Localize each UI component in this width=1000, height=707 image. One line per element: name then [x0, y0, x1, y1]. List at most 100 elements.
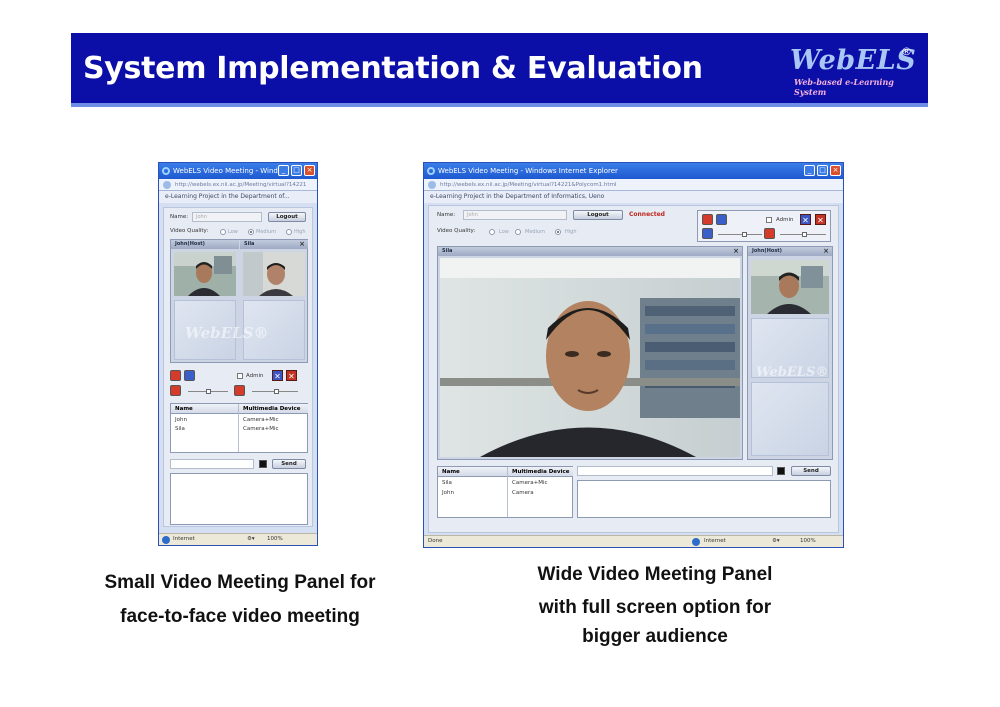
text-color-picker[interactable]	[777, 467, 785, 475]
mic-volume-slider[interactable]	[718, 232, 762, 237]
slider-knob[interactable]	[742, 232, 747, 237]
logo-tagline: Web-based e-Learning System	[794, 77, 894, 97]
logo-name: WebELS	[790, 45, 917, 76]
quality-low-label: Low	[228, 229, 238, 235]
speaker-icon[interactable]	[716, 214, 727, 225]
small-meeting-window: WebELS Video Meeting - Windo... _ □ × ht…	[158, 162, 318, 546]
close-panel-icon[interactable]: ×	[733, 247, 739, 255]
chat-input[interactable]	[170, 459, 254, 469]
page-icon	[163, 181, 171, 189]
small-app-title: e-Learning Project in the Department of.…	[159, 191, 317, 203]
quality-medium-label: Medium	[525, 229, 545, 235]
slider-knob[interactable]	[206, 389, 211, 394]
quality-low-radio[interactable]	[489, 229, 495, 235]
quality-low-label: Low	[499, 229, 509, 235]
maximize-button[interactable]: □	[817, 165, 828, 176]
send-button[interactable]: Send	[791, 466, 831, 476]
chat-log	[577, 480, 831, 518]
close-panel-icon[interactable]: ×	[299, 240, 305, 248]
wide-app-body: Name: John Logout Connected Video Qualit…	[428, 205, 839, 533]
small-window-titlebar: WebELS Video Meeting - Windo... _ □ ×	[159, 163, 317, 179]
slider-knob[interactable]	[802, 232, 807, 237]
host-video-feed	[751, 260, 829, 314]
table-cell: Camera	[512, 490, 534, 496]
minimize-button[interactable]: _	[804, 165, 815, 176]
wide-window-titlebar: WebELS Video Meeting - Windows Internet …	[424, 163, 843, 179]
kick-user-icon[interactable]: ✕	[272, 370, 283, 381]
panel-label-sila: Sila	[244, 241, 255, 247]
microphone-icon[interactable]	[170, 385, 181, 396]
mic-volume-slider[interactable]	[188, 389, 228, 394]
logout-button[interactable]: Logout	[573, 210, 623, 220]
chat-log	[170, 473, 308, 525]
quality-high-label: High	[294, 229, 306, 235]
ie-icon	[427, 167, 435, 175]
status-text: Done	[428, 538, 443, 544]
camera-icon[interactable]	[702, 214, 713, 225]
admin-label: Admin	[246, 373, 264, 379]
webels-watermark: WebELS®	[756, 365, 829, 380]
small-address-url: http://webels.ex.nii.ac.jp/Meeting/virtu…	[175, 182, 307, 188]
side-panel-header: John(Host) ×	[748, 247, 832, 256]
ie-icon	[162, 167, 170, 175]
quality-medium-radio[interactable]	[248, 229, 254, 235]
wide-app-title: e-Learning Project in the Department of …	[424, 191, 843, 203]
table-cell: John	[175, 417, 187, 423]
sila-video-feed	[243, 252, 305, 296]
security-icon: ⚙▾	[772, 538, 780, 544]
close-panel-icon[interactable]: ×	[823, 247, 829, 255]
disconnect-icon[interactable]: ✕	[815, 214, 826, 225]
speaker-icon[interactable]	[184, 370, 195, 381]
minimize-button[interactable]: _	[278, 165, 289, 176]
globe-icon	[162, 536, 170, 544]
status-zone: Internet	[173, 536, 195, 542]
close-button[interactable]: ×	[830, 165, 841, 176]
wide-status-bar: Done Internet ⚙▾ 100%	[424, 535, 843, 547]
quality-medium-radio[interactable]	[515, 229, 521, 235]
banner-underline	[71, 103, 928, 107]
send-button[interactable]: Send	[272, 459, 306, 469]
column-header-device: Multimedia Device	[239, 404, 308, 414]
admin-checkbox[interactable]	[237, 373, 243, 379]
column-header-name: Name	[438, 467, 508, 477]
name-input[interactable]: John	[463, 210, 567, 220]
main-video-feed	[440, 258, 740, 457]
camera-icon[interactable]	[170, 370, 181, 381]
table-cell: John	[442, 490, 454, 496]
name-input[interactable]: John	[192, 212, 262, 222]
main-panel-label: Sila	[442, 248, 453, 254]
quality-high-label: High	[565, 229, 577, 235]
quality-high-radio[interactable]	[555, 229, 561, 235]
maximize-button[interactable]: □	[291, 165, 302, 176]
disconnect-icon[interactable]: ✕	[286, 370, 297, 381]
slide-title: System Implementation & Evaluation	[83, 51, 703, 86]
small-user-table: Name Multimedia Device John Camera+Mic S…	[170, 403, 308, 453]
chat-input[interactable]	[577, 466, 773, 476]
speaker-volume-icon[interactable]	[764, 228, 775, 239]
microphone-icon[interactable]	[702, 228, 713, 239]
table-cell: Camera+Mic	[243, 426, 279, 432]
connection-status: Connected	[629, 211, 665, 218]
slider-knob[interactable]	[274, 389, 279, 394]
admin-checkbox[interactable]	[766, 217, 772, 223]
empty-video-slot	[751, 318, 829, 378]
quality-low-radio[interactable]	[220, 229, 226, 235]
speaker-volume-icon[interactable]	[234, 385, 245, 396]
close-button[interactable]: ×	[304, 165, 315, 176]
small-app-body: Name: John Logout Video Quality: Low Med…	[163, 207, 313, 527]
logout-button[interactable]: Logout	[268, 212, 306, 222]
left-caption-line2: face-to-face video meeting	[120, 606, 360, 627]
column-header-device: Multimedia Device	[508, 467, 573, 477]
small-status-bar: Internet ⚙▾ 100%	[159, 533, 317, 545]
zoom-level[interactable]: 100%	[267, 536, 283, 542]
wide-address-bar[interactable]: http://webels.ex.nii.ac.jp/Meeting/virtu…	[424, 179, 843, 191]
kick-user-icon[interactable]: ✕	[800, 214, 811, 225]
side-panel-label: John(Host)	[752, 248, 782, 254]
small-address-bar[interactable]: http://webels.ex.nii.ac.jp/Meeting/virtu…	[159, 179, 317, 191]
text-color-picker[interactable]	[259, 460, 267, 468]
speaker-volume-slider[interactable]	[252, 389, 298, 394]
speaker-volume-slider[interactable]	[780, 232, 826, 237]
zoom-level[interactable]: 100%	[800, 538, 816, 544]
quality-high-radio[interactable]	[286, 229, 292, 235]
logo-registered-mark: ®	[901, 45, 912, 58]
